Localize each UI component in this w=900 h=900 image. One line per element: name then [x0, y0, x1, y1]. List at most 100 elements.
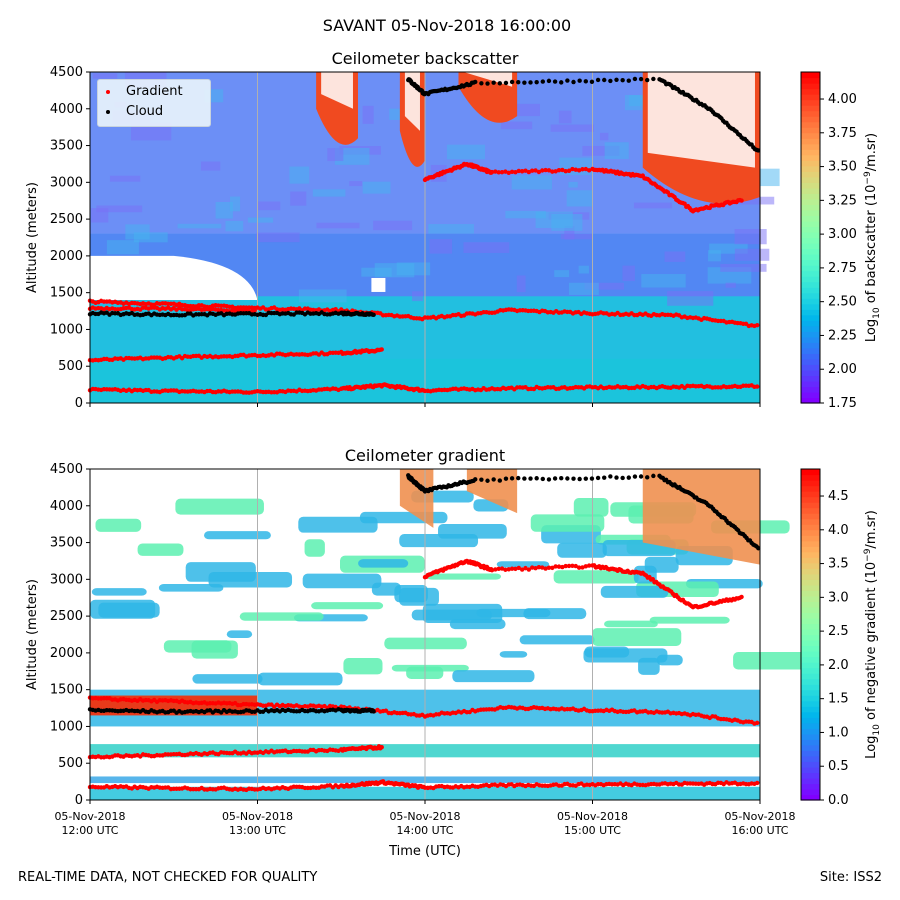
colorbar-tick-label: 2.75: [828, 261, 857, 276]
gradient-patch: [656, 654, 683, 666]
backscatter-patch: [463, 242, 510, 253]
gradient-point: [586, 168, 592, 173]
cloud-point: [559, 80, 564, 85]
colorbar-segment: [801, 595, 820, 602]
gradient-patch: [226, 630, 253, 639]
gradient-point: [755, 720, 760, 726]
x-tick-label-date: 05-Nov-2018: [389, 810, 460, 823]
gradient-point: [755, 322, 760, 328]
backscatter-patch: [622, 265, 635, 282]
panel-title: Ceilometer gradient: [345, 446, 505, 465]
series-cloud: [87, 473, 761, 715]
colorbar-segment: [801, 529, 820, 536]
colorbar-segment: [801, 176, 820, 183]
cloud-point: [509, 476, 515, 481]
gradient-patch: [91, 588, 147, 596]
gradient-patch: [649, 616, 730, 624]
gradient-point: [570, 166, 575, 172]
gradient-cloud-region: [642, 469, 760, 565]
site-label: Site: ISS2: [819, 870, 882, 885]
gradient-point: [252, 308, 257, 313]
backscatter-panel: Ceilometer backscatter 0 500 1000 1500 2000 25…: [25, 49, 882, 411]
backscatter-patch: [568, 282, 599, 295]
colorbar-segment: [801, 662, 820, 669]
backscatter-patch: [177, 223, 222, 229]
gradient-patch: [191, 640, 238, 659]
colorbar-segment: [801, 673, 820, 680]
colorbar-segment: [801, 623, 820, 630]
cloud-point: [602, 77, 607, 83]
colorbar-segment: [801, 364, 820, 371]
colorbar-segment: [801, 209, 820, 217]
colorbar-segment: [801, 651, 820, 658]
colorbar-segment: [801, 573, 820, 580]
backscatter-patch: [200, 161, 221, 171]
cloud-point: [565, 476, 570, 481]
gradient-patch: [384, 637, 467, 650]
x-tick-label-time: 12:00 UTC: [61, 824, 118, 837]
backscatter-patch: [708, 250, 721, 262]
colorbar-segment: [801, 171, 820, 178]
colorbar-segment: [801, 380, 820, 388]
gradient-point: [493, 567, 498, 572]
cloud-point: [552, 476, 558, 481]
backscatter-patch: [312, 189, 346, 197]
colorbar-segment: [801, 722, 820, 729]
gradient-point: [379, 347, 384, 352]
gradient-point: [496, 170, 501, 175]
cloud-point: [645, 475, 650, 480]
colorbar-segment: [801, 606, 820, 614]
colorbar-segment: [801, 237, 820, 244]
colorbar-segment: [801, 342, 820, 349]
gradient-point: [499, 169, 505, 175]
colorbar-segment: [801, 336, 820, 343]
colorbar-tick-label: 3.0: [828, 590, 849, 605]
colorbar-segment: [801, 369, 820, 377]
colorbar-tick-label: 3.75: [828, 126, 857, 141]
colorbar-tick-label: 4.00: [828, 92, 857, 107]
backscatter-patch: [428, 224, 474, 234]
gradient-patch: [592, 628, 682, 647]
gradient-point: [506, 170, 511, 176]
gradient-point: [566, 563, 572, 569]
colorbar-segment: [801, 116, 820, 123]
colorbar-segment: [801, 231, 820, 239]
y-tick-label: 3000: [50, 572, 83, 587]
y-axis-label: Altitude (meters): [25, 182, 40, 293]
gradient-patch: [452, 670, 535, 683]
colorbar-segment: [801, 695, 820, 702]
cloud-point: [540, 79, 546, 84]
colorbar-segment: [801, 215, 820, 222]
gradient-point: [580, 565, 585, 570]
backscatter-patch: [516, 275, 526, 293]
colorbar-segment: [801, 733, 820, 740]
backscatter-patch: [558, 110, 572, 124]
cloud-point: [626, 78, 631, 83]
legend: Gradient Cloud: [97, 79, 211, 127]
gradient-patch: [358, 559, 409, 568]
gradient-point: [506, 567, 511, 572]
colorbar-segment: [801, 309, 820, 316]
colorbar-segment: [801, 656, 820, 663]
x-tick-label-time: 16:00 UTC: [731, 824, 788, 837]
gradient-patch: [204, 531, 271, 540]
backscatter-patch: [709, 243, 748, 254]
gradient-patch: [411, 609, 492, 621]
gradient-point: [553, 169, 558, 174]
gradient-point: [739, 594, 744, 600]
quality-notice: REAL-TIME DATA, NOT CHECKED FOR QUALITY: [18, 870, 318, 885]
colorbar-label-text: of backscatter (10: [864, 185, 879, 308]
colorbar-segment: [801, 706, 820, 713]
colorbar-segment: [801, 160, 820, 167]
colorbar-segment: [801, 77, 820, 84]
y-axis-label: Altitude (meters): [25, 579, 40, 690]
colorbar-tick-label: 2.25: [828, 328, 857, 343]
gradient-point: [739, 198, 744, 203]
cloud-point: [577, 476, 582, 482]
cloud-point: [497, 478, 503, 483]
colorbar-segment: [801, 353, 820, 360]
gradient-point: [509, 566, 515, 571]
gradient-point: [560, 167, 565, 173]
colorbar-label-text: of negative gradient (10: [864, 562, 879, 724]
series-gradient: [87, 161, 760, 395]
